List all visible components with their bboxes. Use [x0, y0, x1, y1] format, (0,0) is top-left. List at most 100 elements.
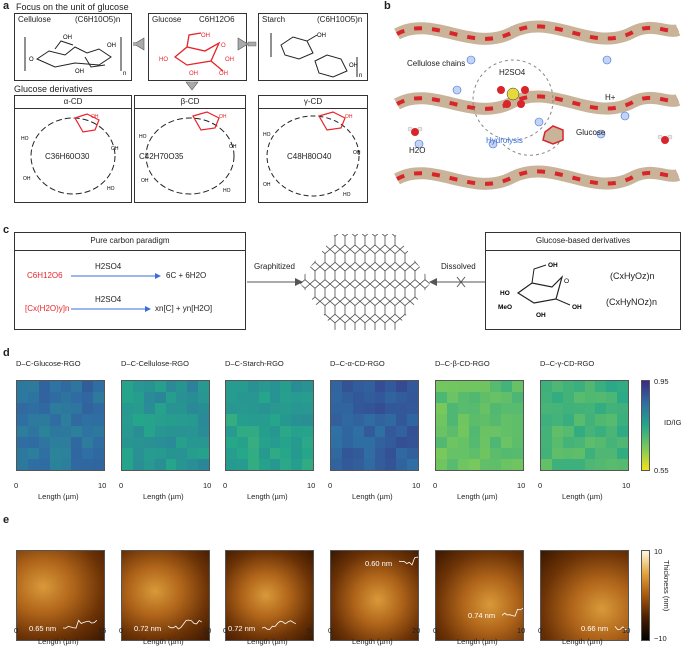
heatmap-cell — [573, 403, 585, 415]
heatmap-cell — [143, 425, 155, 437]
heatmap-cell — [280, 447, 292, 459]
heatmap-cell — [236, 381, 248, 393]
svg-text:O: O — [564, 278, 569, 285]
heatmap-cell — [269, 447, 281, 459]
reaction-arrows — [71, 273, 161, 312]
afm-image: 0.65 nm — [16, 550, 105, 641]
heatmap-cell — [457, 403, 469, 415]
heatmap-cell — [49, 447, 61, 459]
heatmap-x-max: 10 — [203, 481, 212, 490]
heatmap-cell — [512, 403, 523, 415]
alpha-cd-formula: C36H60O30 — [45, 152, 90, 161]
heatmap-cell — [280, 392, 292, 404]
heatmap-cell — [60, 392, 72, 404]
id-ig-heatmap — [121, 380, 210, 471]
heatmap-cell — [71, 381, 83, 393]
afm-image: 0.66 nm — [540, 550, 629, 641]
colorbar-e-max: 10 — [654, 547, 663, 556]
svg-text:HO: HO — [159, 57, 168, 63]
heatmap-cell — [551, 403, 563, 415]
h2o-label: H2O — [409, 146, 426, 155]
heatmap-cell — [280, 458, 292, 470]
heatmap-cell — [60, 447, 72, 459]
heatmap-cell — [176, 458, 188, 470]
heatmap-cell — [165, 403, 177, 415]
heatmap-cell — [198, 381, 209, 393]
heatmap-cell — [132, 392, 144, 404]
heatmap-cell — [385, 414, 397, 426]
heatmap-cell — [17, 458, 28, 470]
heatmap-cell — [468, 425, 480, 437]
afm-x-label: Length (µm) — [143, 637, 184, 646]
heatmap-cell — [606, 425, 618, 437]
heatmap-cell — [302, 447, 313, 459]
afm-thickness-label: 0.65 nm — [29, 624, 57, 633]
heatmap-cell — [341, 458, 353, 470]
heatmap-cell — [302, 414, 313, 426]
heatmap-cell — [352, 381, 364, 393]
afm-x-max: 10 — [203, 626, 212, 635]
heatmap-cell — [71, 425, 83, 437]
heatmap-cell — [247, 414, 259, 426]
heatmap-cell — [396, 381, 408, 393]
cellulose-formula: (C6H10O5)n — [75, 15, 121, 24]
heatmap-cell — [352, 436, 364, 448]
reaction1-product: 6C + 6H2O — [166, 271, 207, 280]
gamma-cd-name: γ-CD — [303, 97, 323, 106]
heatmap-cell — [341, 436, 353, 448]
afm-image: 0.74 nm — [435, 550, 524, 641]
heatmap-cell — [60, 414, 72, 426]
panel-c-letter: c — [3, 224, 10, 236]
heatmap-cell — [93, 381, 104, 393]
cellulose-chains-label: Cellulose chains — [407, 59, 466, 68]
heatmap-cell — [60, 403, 72, 415]
svg-text:OH: OH — [201, 33, 210, 39]
heatmap-cell — [302, 381, 313, 393]
heatmap-cell — [236, 436, 248, 448]
afm-x-min: 0 — [14, 626, 19, 635]
heatmap-cell — [38, 425, 50, 437]
heatmap-cell — [479, 392, 491, 404]
thickness-colorbar — [641, 550, 650, 641]
heatmap-cell — [512, 458, 523, 470]
heatmap-cell — [226, 447, 237, 459]
heatmap-cell — [280, 436, 292, 448]
afm-height-profile — [398, 556, 418, 566]
derivative-formula-2: (CxHyNOz)n — [606, 297, 657, 307]
heatmap-cell — [617, 381, 628, 393]
heatmap-cell — [541, 425, 552, 437]
heatmap-cell — [49, 403, 61, 415]
starch-formula: (C6H10O5)n — [317, 15, 363, 24]
heatmap-cell — [396, 392, 408, 404]
heatmap-cell — [363, 392, 375, 404]
heatmap-cell — [584, 436, 596, 448]
heatmap-cell — [82, 447, 94, 459]
heatmap-cell — [291, 392, 303, 404]
heatmap-cell — [446, 414, 458, 426]
heatmap-cell — [573, 447, 585, 459]
afm-height-profile — [501, 608, 523, 617]
heatmap-x-label: Length (µm) — [457, 492, 498, 501]
heatmap-cell — [143, 414, 155, 426]
heatmap-cell — [143, 436, 155, 448]
heatmap-cell — [407, 436, 418, 448]
heatmap-cell — [71, 403, 83, 415]
dissolved-label: Dissolved — [441, 262, 476, 271]
hplus-label: H+ — [605, 93, 616, 102]
heatmap-cell — [584, 414, 596, 426]
heatmap-cell — [154, 458, 166, 470]
afm-x-min: 0 — [433, 626, 438, 635]
heatmap-cell — [291, 425, 303, 437]
heatmap-cell — [436, 447, 447, 459]
heatmap-cell — [479, 381, 491, 393]
heatmap-cell — [617, 447, 628, 459]
heatmap-cell — [247, 447, 259, 459]
heatmap-cell — [258, 414, 270, 426]
afm-x-max: 10 — [517, 626, 526, 635]
heatmap-cell — [352, 392, 364, 404]
heatmap-cell — [27, 458, 39, 470]
heatmap-cell — [606, 436, 618, 448]
heatmap-cell — [236, 458, 248, 470]
id-ig-heatmap — [435, 380, 524, 471]
heatmap-cell — [407, 458, 418, 470]
